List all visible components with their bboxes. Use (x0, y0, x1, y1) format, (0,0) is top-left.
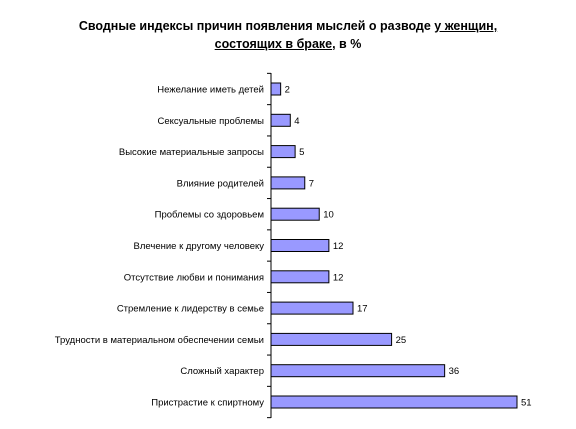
bar (270, 270, 330, 284)
chart-title: Сводные индексы причин появления мыслей … (0, 17, 576, 53)
category-label: Влияние родителей (177, 178, 264, 189)
bar (270, 113, 291, 127)
data-label: 7 (309, 178, 314, 189)
bar (270, 332, 393, 346)
data-label: 36 (449, 366, 460, 377)
bar (270, 239, 330, 252)
category-label: Пристрастие к спиртному (151, 398, 264, 409)
data-label: 17 (357, 304, 368, 315)
category-label: Нежелание иметь детей (157, 85, 264, 96)
category-label: Сложный характер (180, 366, 264, 377)
bar (270, 395, 518, 409)
category-label: Отсутствие любви и понимания (124, 272, 264, 283)
data-label: 5 (299, 147, 304, 158)
data-label: 10 (323, 210, 334, 221)
data-label: 51 (521, 398, 532, 409)
chart-title-part: состоящих в браке (214, 37, 333, 51)
category-label: Высокие материальные запросы (119, 147, 264, 158)
chart-title-part: , в % (332, 37, 362, 51)
bar (270, 82, 282, 96)
category-label: Стремление к лидерству в семье (117, 304, 264, 315)
data-label: 2 (285, 85, 290, 96)
category-label: Влечение к другому человеку (134, 241, 265, 252)
bar (270, 301, 354, 315)
bar (270, 176, 306, 190)
bar (270, 207, 320, 221)
chart-title-part: у женщин, (434, 19, 498, 33)
category-label: Трудности в материальном обеспечении сем… (55, 335, 264, 346)
bar (270, 145, 296, 159)
data-label: 12 (333, 272, 344, 283)
category-label: Проблемы со здоровьем (155, 210, 264, 221)
data-label: 25 (396, 335, 407, 346)
bar (270, 364, 446, 378)
category-label: Сексуальные проблемы (158, 116, 265, 127)
data-label: 4 (294, 116, 299, 127)
data-label: 12 (333, 241, 344, 252)
chart-title-part: Сводные индексы причин появления мыслей … (78, 19, 435, 33)
